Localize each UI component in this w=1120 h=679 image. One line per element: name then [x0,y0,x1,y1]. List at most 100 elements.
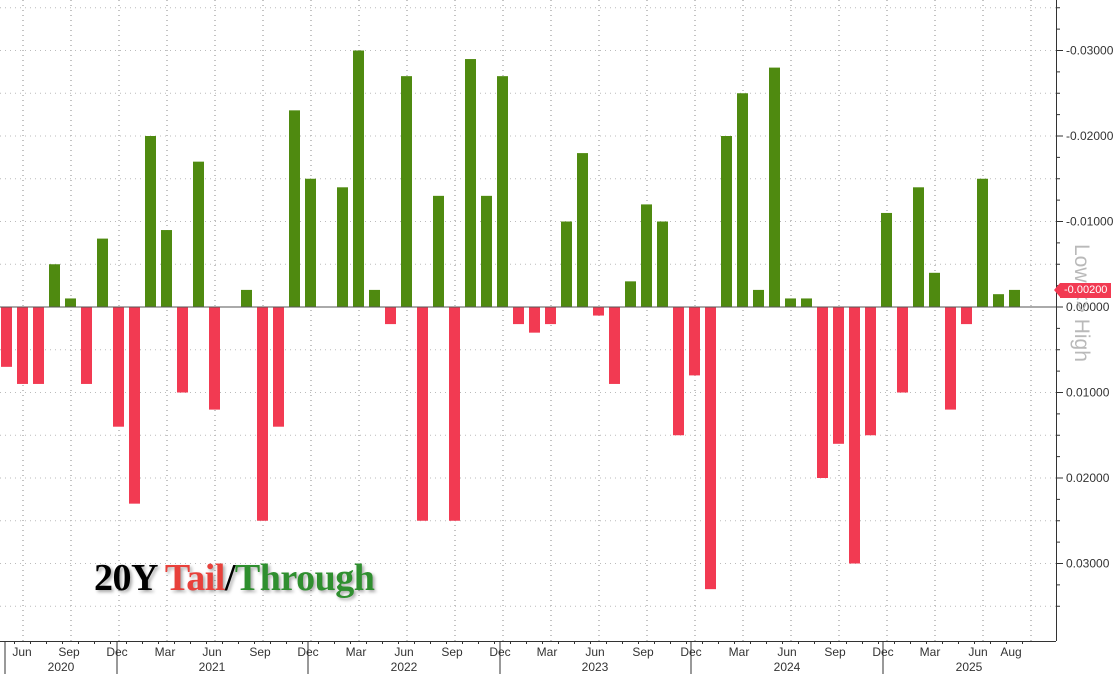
bar-through [97,238,108,307]
bar-through [289,110,300,307]
y-tick-label: 0.01000 [1066,386,1110,400]
bar-through [641,204,652,307]
bar-through [401,76,412,308]
bar-through [801,298,812,307]
x-year-label: 2024 [774,660,801,674]
bar-through [913,187,924,307]
bar-through [785,298,796,307]
bar-through [465,59,476,307]
bar-through [353,50,364,307]
bar-tail [593,307,604,316]
x-year-label: 2020 [48,660,75,674]
bar-through [993,294,1004,307]
bar-tail [849,307,860,564]
title-part-through: Through [234,557,375,599]
bar-through [497,76,508,308]
bar-through [337,187,348,307]
x-month-label: Sep [58,645,80,659]
x-month-label: Jun [12,645,31,659]
x-month-label: Jun [968,645,987,659]
bar-tail [673,307,684,436]
bar-through [145,136,156,307]
bar-tail [257,307,268,521]
x-month-label: Mar [920,645,941,659]
x-month-label: Mar [155,645,176,659]
bar-tail [609,307,620,384]
bar-tail [449,307,460,521]
x-month-label: Jun [202,645,221,659]
bar-through [241,289,252,307]
x-year-label: 2021 [199,660,226,674]
x-month-label: Jun [777,645,796,659]
bar-tail [961,307,972,325]
bar-through [625,281,636,307]
bar-through [769,67,780,307]
bar-through [561,221,572,307]
x-year-label: 2025 [956,660,983,674]
bar-tail [273,307,284,427]
bar-tail [17,307,28,384]
x-month-label: Sep [632,645,654,659]
bar-through [737,93,748,307]
bar-tail [529,307,540,333]
title-part-slash: / [224,557,236,599]
x-month-label: Jun [394,645,413,659]
y-tick-label: 0.03000 [1066,557,1110,571]
bar-through [49,264,60,307]
bar-through [65,298,76,307]
bar-tail [865,307,876,436]
bar-tail [33,307,44,384]
bar-tail [177,307,188,393]
x-month-label: Sep [441,645,463,659]
title-part-tail: Tail [164,557,225,599]
title-part-20y: 20Y [94,557,165,599]
chart-title: 20Y Tail/Through [94,556,375,600]
bar-through [657,221,668,307]
x-month-label: Mar [729,645,750,659]
bar-through [433,195,444,307]
bar-through [305,178,316,307]
x-year-label: 2022 [391,660,418,674]
bar-through [481,195,492,307]
bar-tail [113,307,124,427]
bar-tail [1,307,12,367]
bar-tail [897,307,908,393]
x-month-label: Mar [346,645,367,659]
x-month-label: Aug [1000,645,1021,659]
bar-through [193,161,204,307]
bar-through [929,272,940,307]
bar-tail [945,307,956,410]
y-axis-side-label: Low <> High [1070,244,1093,362]
bar-tail [817,307,828,478]
bar-through [721,136,732,307]
x-year-label: 2023 [582,660,609,674]
bar-tail [417,307,428,521]
bar-through [977,178,988,307]
bar-tail [689,307,700,376]
last-value-badge: -0.00200 [1053,283,1112,298]
bar-through [881,212,892,307]
bar-tail [385,307,396,325]
bar-tail [705,307,716,590]
bar-tail [513,307,524,325]
y-tick-label: 0.02000 [1066,471,1110,485]
x-month-label: Jun [585,645,604,659]
bar-tail [545,307,556,325]
y-tick-label: -0.02000 [1066,129,1114,143]
bar-tail [129,307,140,504]
x-month-label: Sep [249,645,271,659]
bar-tail [81,307,92,384]
y-tick-label: -0.01000 [1066,215,1114,229]
bar-through [161,230,172,307]
bar-tail [209,307,220,410]
bar-through [369,289,380,307]
y-tick-label: 0.00000 [1066,300,1110,314]
x-month-label: Mar [537,645,558,659]
bar-through [753,289,764,307]
x-month-label: Sep [824,645,846,659]
bar-through [1009,289,1020,307]
bar-tail [833,307,844,444]
bar-through [577,153,588,307]
